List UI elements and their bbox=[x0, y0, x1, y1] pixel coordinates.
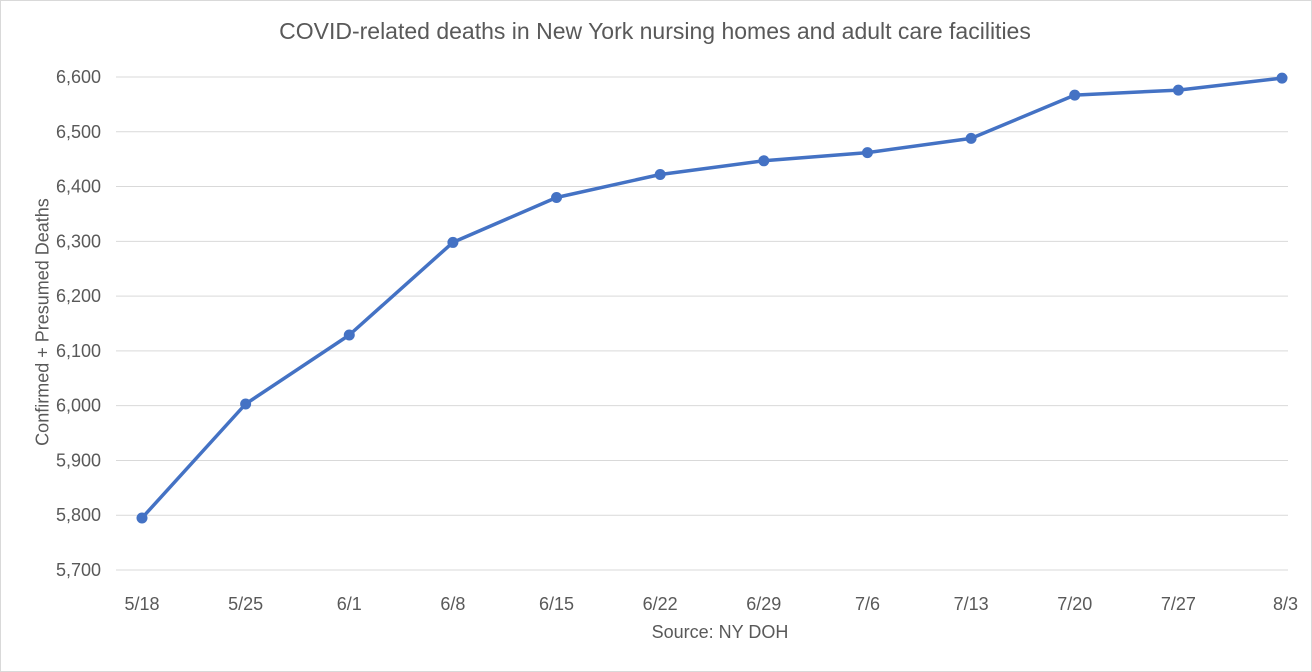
data-point bbox=[1069, 89, 1081, 101]
y-tick-label: 6,500 bbox=[56, 122, 101, 142]
x-tick-label: 7/20 bbox=[1057, 594, 1092, 614]
x-tick-label: 6/15 bbox=[539, 594, 574, 614]
x-tick-label: 6/8 bbox=[440, 594, 465, 614]
y-tick-label: 6,600 bbox=[56, 67, 101, 87]
x-tick-label: 7/6 bbox=[855, 594, 880, 614]
y-tick-label: 6,300 bbox=[56, 231, 101, 251]
data-point bbox=[136, 512, 148, 524]
y-tick-label: 5,800 bbox=[56, 505, 101, 525]
data-point bbox=[654, 169, 666, 181]
x-tick-label: 5/18 bbox=[124, 594, 159, 614]
data-point bbox=[1276, 72, 1288, 84]
data-point bbox=[343, 329, 355, 341]
series-line bbox=[140, 76, 1284, 520]
data-point bbox=[551, 192, 563, 204]
y-tick-label: 6,200 bbox=[56, 286, 101, 306]
x-tick-label: 7/27 bbox=[1161, 594, 1196, 614]
x-tick-label: 5/25 bbox=[228, 594, 263, 614]
data-point bbox=[758, 155, 770, 167]
x-tick-label: 6/29 bbox=[746, 594, 781, 614]
data-point bbox=[240, 398, 252, 410]
x-tick-label: 8/3 bbox=[1273, 594, 1298, 614]
gridlines bbox=[116, 76, 1288, 571]
data-point bbox=[965, 132, 977, 144]
x-axis-ticks: 5/18 5/25 6/1 6/8 6/15 6/22 6/29 7/6 7/13 7/20 7/2… bbox=[124, 594, 1298, 614]
x-tick-label: 6/1 bbox=[337, 594, 362, 614]
y-axis-ticks: 5,700 5,800 5,900 6,000 6,100 6,200 6,300 6,400… bbox=[56, 67, 101, 580]
chart-title: COVID-related deaths in New York nursing… bbox=[279, 18, 1031, 44]
y-tick-label: 6,000 bbox=[56, 396, 101, 416]
y-tick-label: 5,900 bbox=[56, 450, 101, 470]
series-deaths bbox=[136, 72, 1288, 524]
x-tick-label: 7/13 bbox=[954, 594, 989, 614]
data-point bbox=[447, 236, 459, 248]
y-tick-label: 5,700 bbox=[56, 560, 101, 580]
y-tick-label: 6,100 bbox=[56, 341, 101, 361]
x-axis-label: Source: NY DOH bbox=[651, 622, 789, 642]
y-tick-label: 6,400 bbox=[56, 177, 101, 197]
data-point bbox=[1172, 84, 1184, 96]
data-point bbox=[861, 147, 873, 159]
x-tick-label: 6/22 bbox=[643, 594, 678, 614]
